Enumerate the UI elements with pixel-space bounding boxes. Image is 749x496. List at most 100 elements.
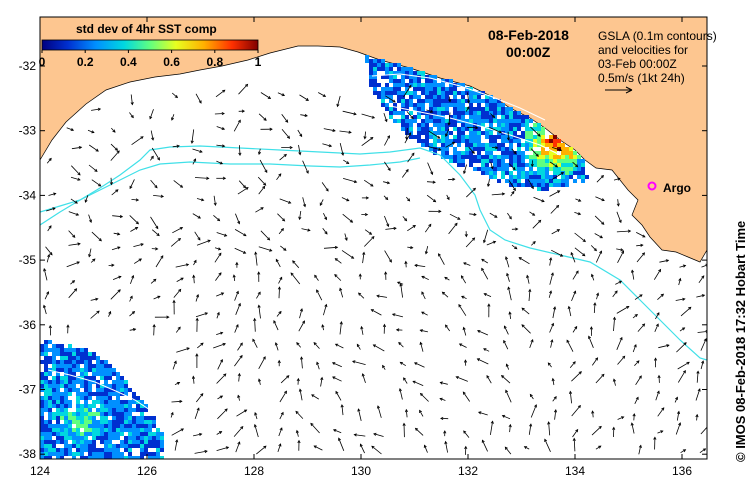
sst-pixel: [529, 155, 533, 159]
sst-pixel: [509, 171, 513, 175]
sst-pixel: [64, 444, 68, 448]
velocity-arrowhead: [316, 361, 320, 365]
velocity-arrowhead: [466, 106, 470, 110]
sst-pixel: [517, 175, 521, 179]
sst-pixel: [140, 400, 144, 404]
sst-pixel: [477, 119, 481, 123]
sst-pixel: [381, 91, 385, 95]
sst-pixel: [441, 107, 445, 111]
velocity-arrow: [258, 379, 261, 385]
velocity-arrow: [679, 327, 685, 332]
velocity-arrow: [385, 95, 396, 103]
sst-pixel: [509, 119, 513, 123]
velocity-arrowhead: [702, 448, 707, 452]
sst-pixel: [441, 83, 445, 87]
sst-pixel: [389, 99, 393, 103]
sst-pixel: [481, 91, 485, 95]
sst-pixel: [401, 91, 405, 95]
sst-pixel: [76, 444, 80, 448]
sst-pixel: [76, 356, 80, 360]
velocity-arrow: [371, 445, 382, 455]
sst-pixel: [413, 91, 417, 95]
velocity-arrowhead: [408, 84, 412, 89]
sst-pixel: [120, 400, 124, 404]
sst-pixel: [373, 71, 377, 75]
velocity-arrow: [631, 423, 635, 434]
sst-pixel: [449, 119, 453, 123]
velocity-arrow: [414, 362, 425, 368]
velocity-arrowhead: [178, 288, 182, 293]
sst-pixel: [108, 456, 112, 459]
velocity-arrowhead: [560, 172, 565, 175]
velocity-arrowhead: [339, 287, 343, 291]
velocity-arrow: [655, 312, 660, 320]
velocity-arrowhead: [352, 360, 356, 364]
sst-pixel: [405, 71, 409, 75]
velocity-arrow: [276, 311, 282, 317]
sst-pixel: [120, 412, 124, 416]
velocity-arrowhead: [530, 339, 534, 343]
sst-pixel: [373, 67, 377, 71]
sst-pixel: [429, 135, 433, 139]
sst-pixel: [501, 139, 505, 143]
velocity-arrowhead: [285, 119, 289, 123]
velocity-arrowhead: [529, 423, 533, 427]
velocity-arrow: [278, 427, 283, 437]
velocity-arrow: [636, 232, 646, 238]
sst-pixel: [445, 119, 449, 123]
sst-pixel: [369, 63, 373, 67]
sst-pixel: [461, 115, 465, 119]
sst-pixel: [108, 376, 112, 380]
sst-pixel: [92, 392, 96, 396]
velocity-arrow: [352, 360, 366, 365]
sst-pixel: [533, 163, 537, 167]
sst-pixel: [152, 452, 156, 456]
sst-pixel: [48, 412, 52, 416]
velocity-arrowhead: [232, 274, 236, 278]
velocity-arrow: [276, 173, 282, 181]
sst-pixel: [525, 127, 529, 131]
velocity-arrow: [428, 130, 441, 139]
sst-pixel: [124, 428, 128, 432]
velocity-arrowhead: [338, 437, 341, 441]
velocity-arrowhead: [273, 320, 277, 324]
sst-pixel: [513, 139, 517, 143]
y-tick-label: -35: [19, 253, 37, 267]
velocity-arrowhead: [155, 247, 159, 251]
sst-pixel: [88, 404, 92, 408]
sst-pixel: [76, 388, 80, 392]
sst-pixel: [437, 95, 441, 99]
sst-pixel: [501, 163, 505, 167]
sst-pixel: [104, 424, 108, 428]
velocity-arrow: [528, 424, 532, 435]
sst-pixel: [104, 432, 108, 436]
velocity-arrowhead: [298, 216, 302, 221]
gsla-contour-bight-2: [389, 105, 561, 156]
velocity-arrow: [400, 283, 403, 298]
sst-pixel: [120, 424, 124, 428]
velocity-arrowhead: [621, 416, 625, 420]
sst-pixel: [501, 175, 505, 179]
velocity-arrowhead: [593, 302, 597, 306]
velocity-arrow: [129, 179, 135, 189]
sst-pixel: [481, 111, 485, 115]
velocity-arrowhead: [448, 99, 452, 103]
velocity-arrowhead: [630, 269, 635, 273]
sst-pixel: [92, 372, 96, 376]
sst-pixel: [84, 352, 88, 356]
sst-pixel: [120, 456, 124, 459]
sst-pixel: [441, 139, 445, 143]
sst-pixel: [433, 107, 437, 111]
velocity-arrowhead: [384, 118, 388, 123]
sst-pixel: [461, 99, 465, 103]
velocity-arrow: [445, 141, 455, 148]
sst-pixel: [517, 123, 521, 127]
velocity-arrow: [233, 426, 244, 437]
sst-pixel: [56, 404, 60, 408]
velocity-arrow: [637, 323, 645, 332]
sst-pixel: [52, 444, 56, 448]
sst-pixel: [553, 175, 557, 179]
velocity-arrow: [397, 281, 404, 285]
velocity-arrowhead: [88, 254, 92, 258]
sst-pixel: [132, 392, 136, 396]
